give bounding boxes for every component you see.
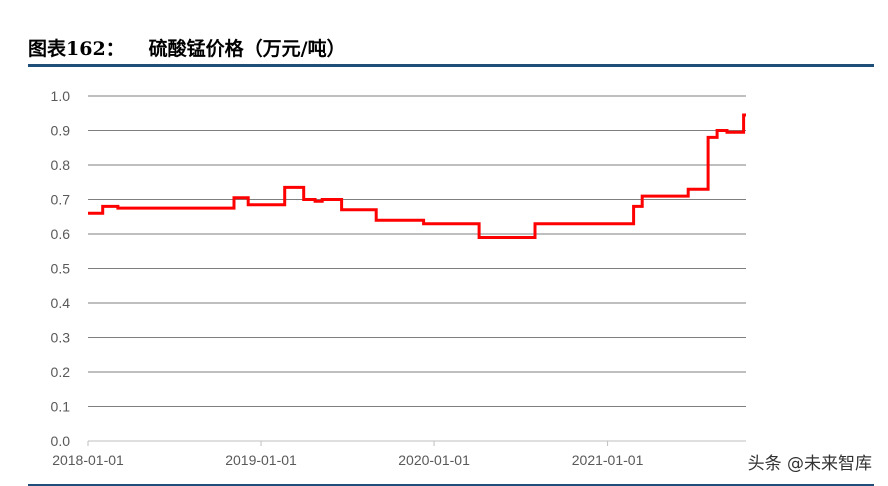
watermark: 头条 @未来智库 [747,454,872,474]
y-tick-label: 0.8 [51,157,71,173]
figure-title: 图表162： 硫酸锰价格（万元/吨） [28,32,346,62]
y-tick-label: 0.4 [51,295,71,311]
x-tick-label: 2019-01-01 [225,452,297,468]
x-tick-label: 2020-01-01 [398,452,470,468]
y-tick-label: 1.0 [51,88,71,104]
x-axis [87,440,746,446]
title-rule [28,64,874,67]
bottom-rule [28,484,874,486]
y-axis-tick-labels: 0.0 0.1 0.2 0.3 0.4 0.5 0.6 0.7 0.8 0.9 1.0 [51,88,71,449]
chart-title: 硫酸锰价格（万元/吨） [148,37,346,60]
y-tick-label: 0.3 [51,330,71,346]
gridlines [88,95,746,407]
y-tick-label: 0.1 [51,399,71,415]
y-tick-label: 0.5 [51,261,71,277]
x-tick-label: 2021-01-01 [572,452,644,468]
y-tick-label: 0.0 [51,433,71,449]
price-series-line [88,113,746,239]
x-axis-tick-labels: 2018-01-01 2019-01-01 2020-01-01 2021-01-01 [52,452,643,468]
figure-number: 图表162： [28,37,125,60]
y-tick-label: 0.2 [51,364,71,380]
series-layer [88,113,746,239]
x-tick-label: 2018-01-01 [52,452,124,468]
y-tick-label: 0.9 [51,123,71,139]
y-tick-label: 0.7 [51,192,71,208]
y-tick-label: 0.6 [51,226,71,242]
